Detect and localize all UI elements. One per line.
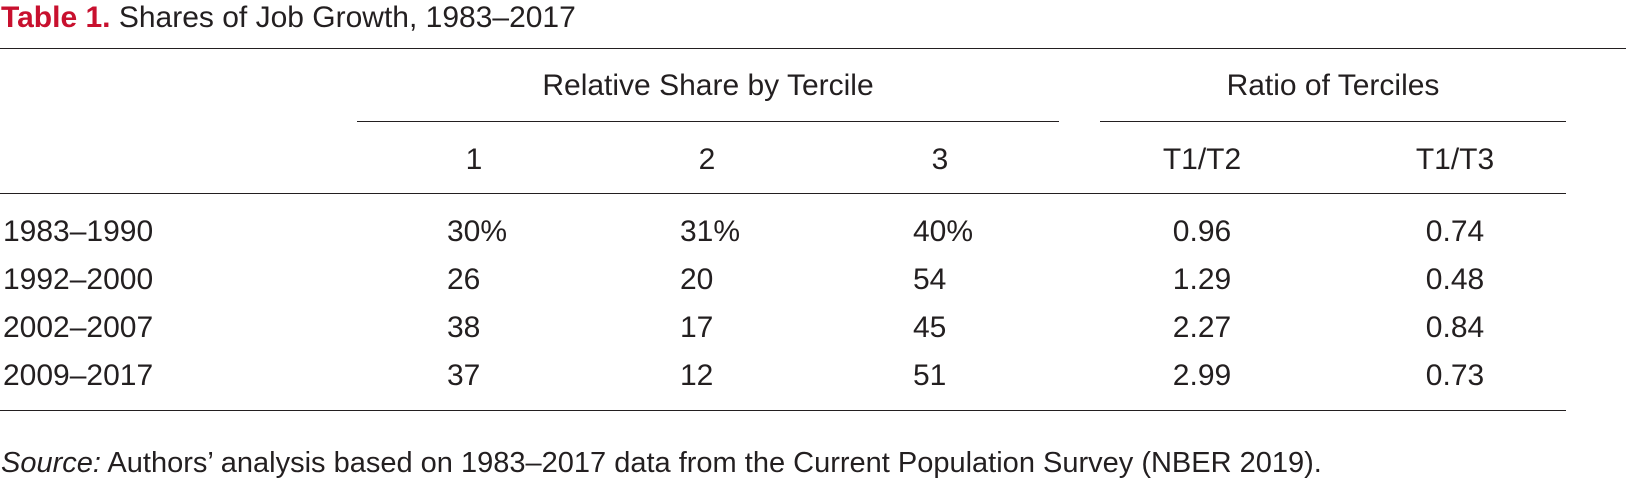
period-label: 2002–2007	[3, 311, 154, 344]
period-label: 1992–2000	[3, 263, 154, 296]
top-rule	[0, 48, 1626, 49]
ratio-t1-t3-value: 0.73	[1425, 359, 1485, 392]
ratio-t1-t2-value: 2.27	[1172, 311, 1232, 344]
bottom-rule	[0, 410, 1566, 411]
table-title: Table 1. Shares of Job Growth, 1983–2017	[1, 0, 576, 36]
group-header-ratio: Ratio of Terciles	[1226, 69, 1440, 102]
period-label: 1983–1990	[3, 215, 154, 248]
source-note: Source: Authors’ analysis based on 1983–…	[1, 443, 1322, 483]
table-number-label: Table 1.	[1, 1, 111, 34]
ratio-t1-t3-value: 0.48	[1425, 263, 1485, 296]
header-rule	[0, 193, 1566, 194]
tercile-2-value: 31%	[680, 215, 741, 248]
tercile-2-value: 12	[680, 359, 714, 392]
ratio-t1-t2-value: 2.99	[1172, 359, 1232, 392]
tercile-3-value: 51	[913, 359, 947, 392]
column-header-tercile-1: 1	[465, 143, 483, 176]
tercile-2-value: 20	[680, 263, 714, 296]
tercile-3-value: 54	[913, 263, 947, 296]
source-label: Source:	[1, 447, 101, 479]
period-label: 2009–2017	[3, 359, 154, 392]
tercile-3-value: 40%	[913, 215, 974, 248]
column-header-t1-t2: T1/T2	[1162, 143, 1242, 176]
tercile-3-value: 45	[913, 311, 947, 344]
tercile-1-value: 38	[447, 311, 481, 344]
tercile-1-value: 26	[447, 263, 481, 296]
ratio-t1-t3-value: 0.84	[1425, 311, 1485, 344]
ratio-t1-t2-value: 0.96	[1172, 215, 1232, 248]
group-rule-relative-share	[357, 121, 1059, 122]
column-header-tercile-2: 2	[698, 143, 716, 176]
source-text: Authors’ analysis based on 1983–2017 dat…	[100, 447, 1322, 479]
tercile-2-value: 17	[680, 311, 714, 344]
column-header-t1-t3: T1/T3	[1415, 143, 1495, 176]
group-rule-ratio	[1100, 121, 1566, 122]
ratio-t1-t2-value: 1.29	[1172, 263, 1232, 296]
tercile-1-value: 37	[447, 359, 481, 392]
group-header-relative-share: Relative Share by Tercile	[542, 69, 874, 102]
column-header-tercile-3: 3	[931, 143, 949, 176]
ratio-t1-t3-value: 0.74	[1425, 215, 1485, 248]
tercile-1-value: 30%	[447, 215, 508, 248]
table-title-text: Shares of Job Growth, 1983–2017	[118, 1, 576, 34]
